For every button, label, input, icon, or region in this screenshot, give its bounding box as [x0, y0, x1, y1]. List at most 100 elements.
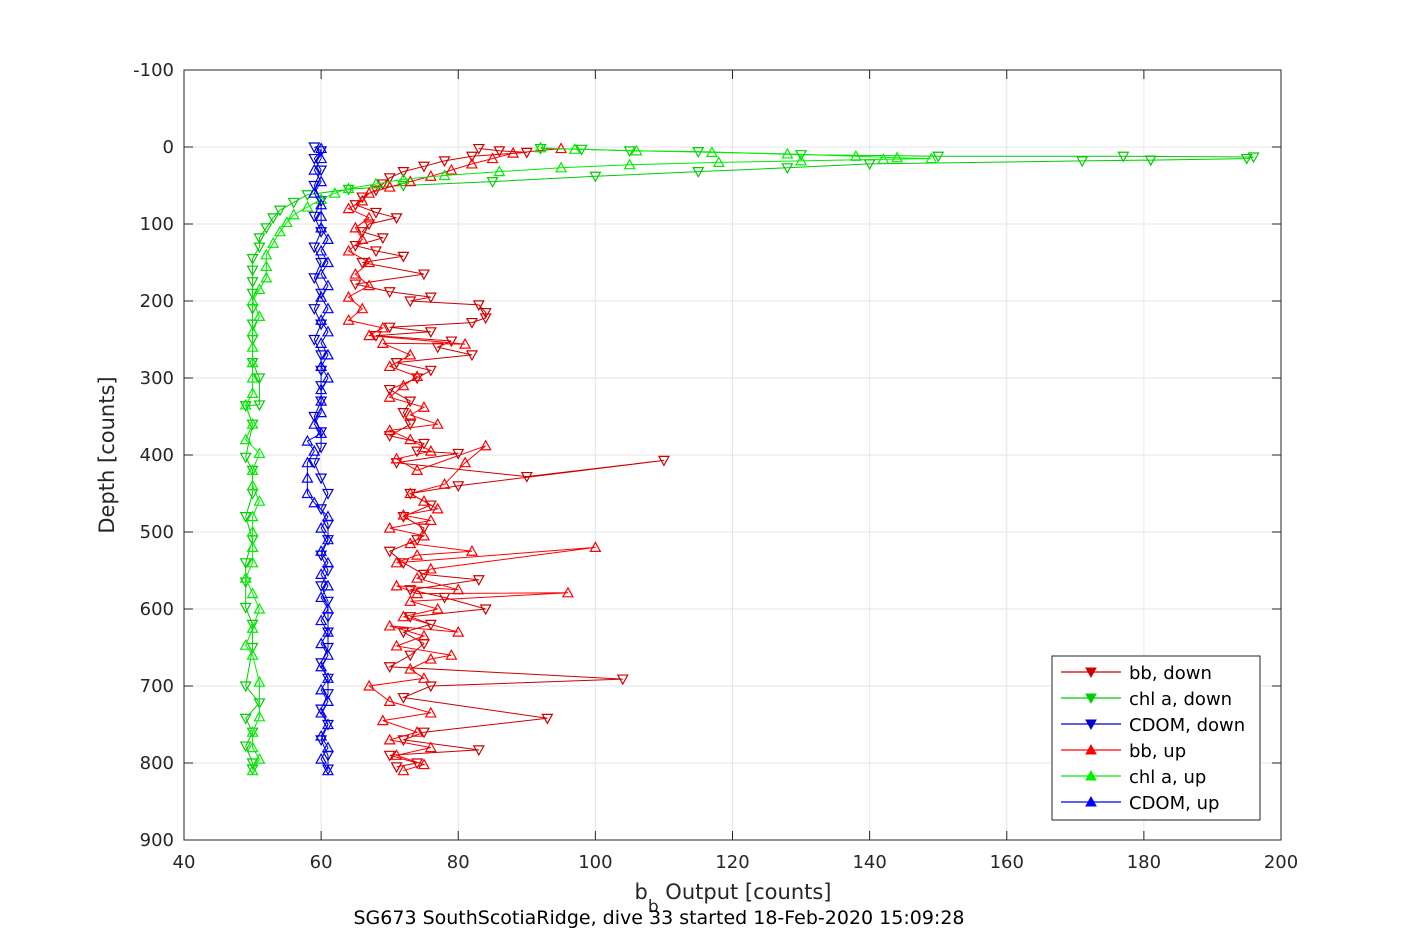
- data-point: [1076, 156, 1089, 168]
- data-point: [356, 194, 369, 206]
- data-point: [1144, 155, 1157, 167]
- data-point: [479, 439, 492, 451]
- data-point: [404, 396, 417, 408]
- data-point: [383, 391, 396, 402]
- data-point: [246, 587, 259, 599]
- data-point: [315, 406, 328, 418]
- data-series: [239, 141, 1260, 776]
- data-point: [308, 417, 321, 429]
- data-point: [246, 277, 259, 288]
- data-point: [253, 710, 266, 722]
- data-point: [267, 237, 280, 248]
- data-point: [438, 156, 451, 168]
- data-point: [445, 163, 458, 175]
- legend-marker: [1085, 693, 1097, 705]
- data-point: [472, 575, 485, 586]
- data-point: [246, 254, 259, 265]
- data-point: [239, 452, 252, 464]
- legend-marker: [1085, 719, 1097, 731]
- data-point: [383, 322, 396, 334]
- data-point: [417, 494, 430, 506]
- data-point: [308, 186, 321, 198]
- data-point: [315, 360, 328, 372]
- data-point: [239, 401, 252, 412]
- data-point: [369, 207, 382, 219]
- data-point: [438, 169, 451, 181]
- data-point: [404, 612, 417, 623]
- data-point: [273, 205, 287, 217]
- data-point: [452, 583, 465, 595]
- data-point: [315, 729, 328, 741]
- data-point: [424, 365, 437, 377]
- data-point: [315, 581, 328, 593]
- data-point: [555, 161, 568, 173]
- data-point: [445, 648, 458, 660]
- data-point: [349, 240, 362, 252]
- data-point: [390, 213, 403, 225]
- data-point: [321, 764, 335, 776]
- data-point: [246, 648, 259, 660]
- legend-entry: CDOM, up: [1061, 793, 1219, 814]
- data-point: [315, 660, 328, 672]
- data-point: [417, 401, 430, 412]
- data-point: [308, 211, 321, 223]
- x-tick-label: 60: [310, 852, 333, 873]
- data-point: [424, 327, 437, 339]
- data-point: [390, 762, 403, 774]
- data-point: [383, 750, 396, 762]
- x-tick-label: 160: [990, 852, 1024, 873]
- data-point: [376, 233, 389, 245]
- series-bb-up: [342, 142, 602, 776]
- data-point: [465, 545, 478, 556]
- data-point: [315, 545, 328, 556]
- data-point: [424, 681, 437, 693]
- data-point: [411, 587, 424, 599]
- data-point: [321, 279, 335, 291]
- data-point: [321, 672, 335, 683]
- data-point: [273, 225, 287, 237]
- data-point: [239, 681, 252, 693]
- data-point: [472, 745, 485, 757]
- data-point: [315, 683, 328, 695]
- data-point: [404, 348, 417, 360]
- data-point: [321, 233, 335, 244]
- data-point: [383, 733, 396, 745]
- data-point: [417, 529, 430, 541]
- data-point: [404, 662, 417, 674]
- data-point: [315, 193, 328, 204]
- series-cdom-up: [301, 142, 335, 776]
- y-tick-label: 500: [140, 522, 174, 543]
- data-point: [315, 394, 328, 406]
- data-point: [390, 639, 403, 651]
- data-point: [321, 325, 335, 337]
- data-point: [315, 521, 328, 533]
- data-point: [376, 337, 389, 348]
- data-point: [239, 571, 252, 583]
- y-tick-label: 400: [140, 445, 174, 466]
- data-point: [308, 496, 321, 508]
- data-point: [424, 444, 437, 456]
- data-point: [472, 143, 485, 155]
- data-point: [383, 173, 396, 185]
- data-point: [561, 586, 574, 598]
- data-point: [452, 448, 465, 460]
- data-point: [479, 313, 492, 325]
- data-point: [321, 602, 335, 614]
- data-point: [445, 336, 458, 348]
- data-point: [431, 502, 444, 514]
- data-point: [260, 248, 273, 260]
- data-point: [246, 764, 259, 776]
- data-point: [424, 741, 437, 753]
- x-tick-label: 80: [447, 852, 470, 873]
- data-point: [246, 356, 259, 368]
- data-point: [308, 304, 321, 315]
- data-point: [411, 370, 424, 382]
- data-point: [486, 152, 499, 164]
- series-line: [353, 148, 664, 768]
- data-point: [321, 625, 335, 637]
- data-point: [705, 146, 718, 157]
- data-point: [849, 150, 862, 161]
- data-point: [383, 180, 396, 192]
- data-point: [417, 269, 430, 281]
